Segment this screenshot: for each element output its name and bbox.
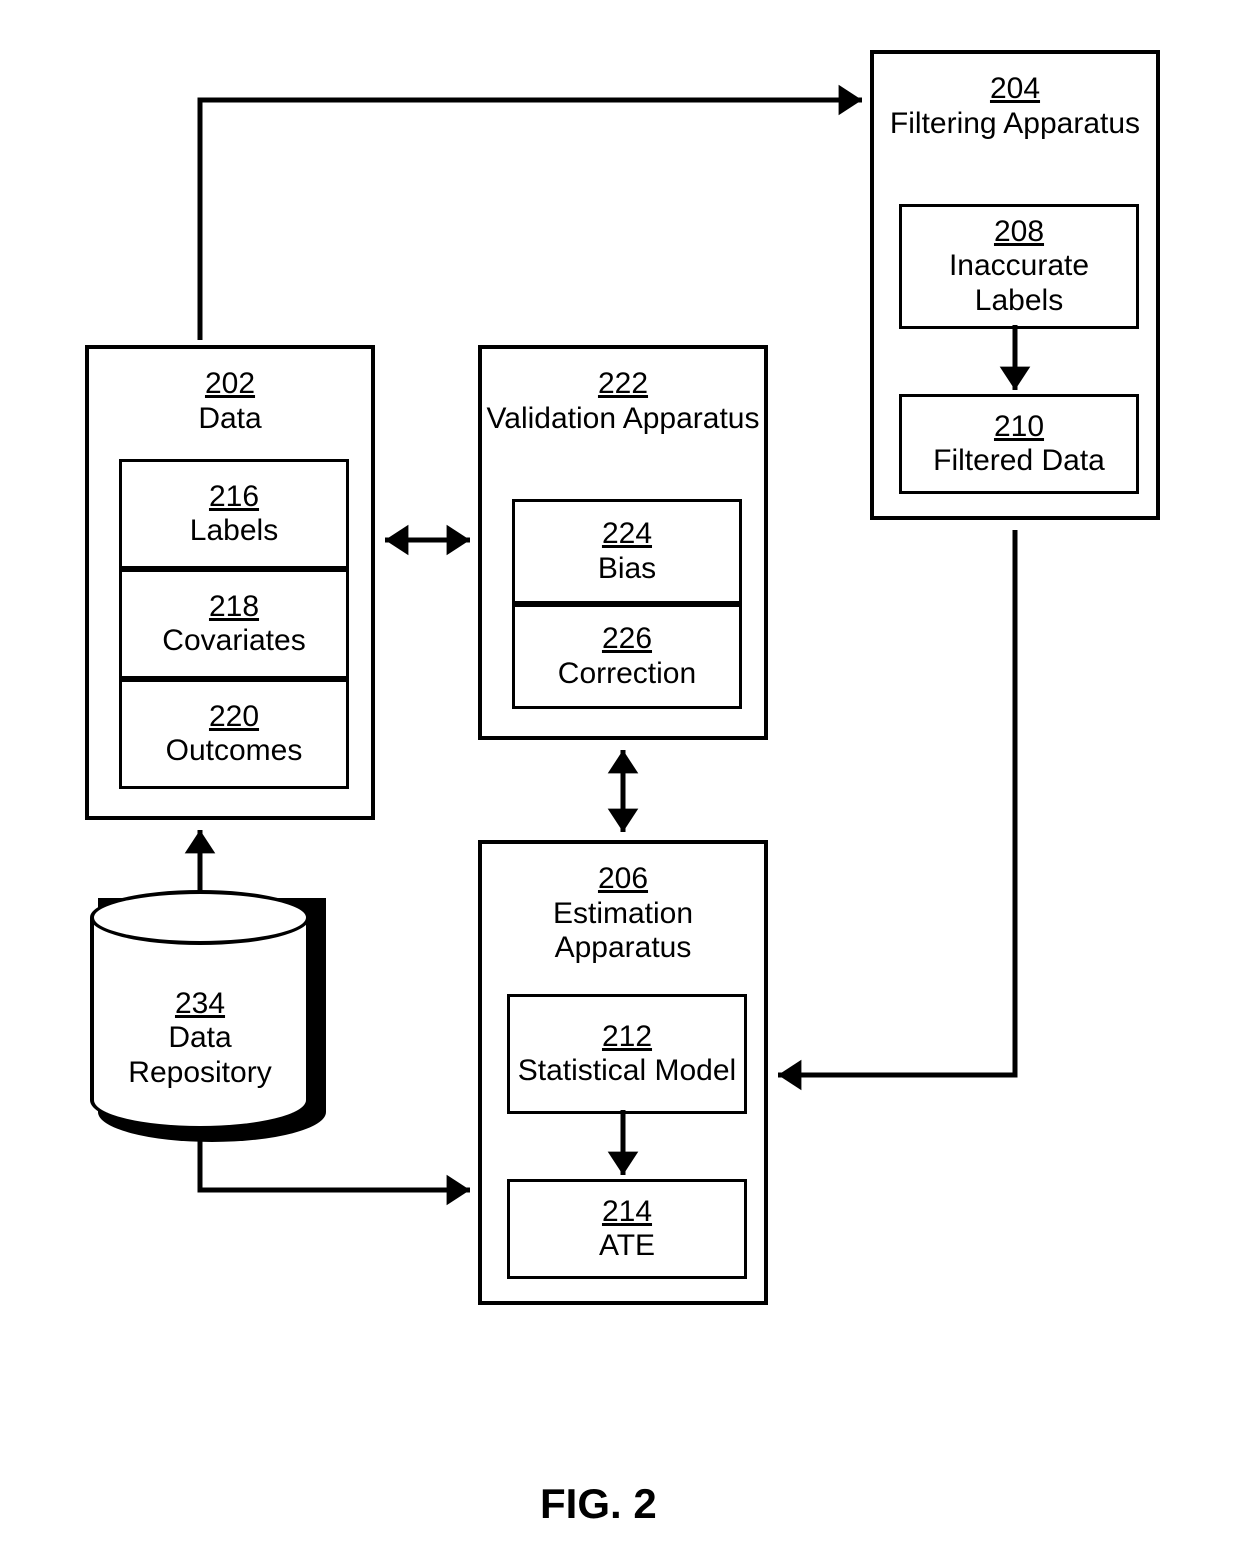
node-ref: 234 bbox=[175, 987, 225, 1022]
ref-number: 222 bbox=[598, 367, 648, 400]
node-header: 204 Filtering Apparatus bbox=[874, 72, 1156, 141]
ref-number: 234 bbox=[175, 987, 225, 1020]
inner-statistical-model: 212Statistical Model bbox=[507, 994, 747, 1114]
ref-number: 218 bbox=[209, 590, 259, 623]
inner-label: Labels bbox=[190, 514, 278, 547]
inner-label: Bias bbox=[598, 552, 656, 585]
node-title: Filtering Apparatus bbox=[890, 107, 1140, 140]
diagram-canvas: 234 Data Repository 202 Data 216Labels 2… bbox=[0, 0, 1240, 1557]
node-header: 202 Data bbox=[89, 367, 371, 436]
inner-correction: 226Correction bbox=[512, 604, 742, 709]
inner-label: Covariates bbox=[162, 624, 305, 657]
ref-number: 202 bbox=[205, 367, 255, 400]
cylinder-body: 234 Data Repository bbox=[90, 918, 310, 1131]
node-title: Estimation Apparatus bbox=[553, 897, 693, 965]
inner-text: 224Bias bbox=[598, 517, 656, 586]
inner-labels: 216Labels bbox=[119, 459, 349, 569]
ref-number: 214 bbox=[602, 1195, 652, 1228]
inner-label: Statistical Model bbox=[518, 1054, 736, 1087]
ref-number: 210 bbox=[994, 410, 1044, 443]
inner-text: 220Outcomes bbox=[166, 700, 303, 769]
node-data: 202 Data 216Labels 218Covariates 220Outc… bbox=[85, 345, 375, 820]
inner-bias: 224Bias bbox=[512, 499, 742, 604]
inner-text: 216Labels bbox=[190, 480, 278, 549]
inner-filtered-data: 210Filtered Data bbox=[899, 394, 1139, 494]
figure-label: FIG. 2 bbox=[540, 1480, 657, 1528]
cylinder-top bbox=[90, 890, 310, 945]
inner-inaccurate-labels: 208Inaccurate Labels bbox=[899, 204, 1139, 329]
inner-covariates: 218Covariates bbox=[119, 569, 349, 679]
node-filtering: 204 Filtering Apparatus 208Inaccurate La… bbox=[870, 50, 1160, 520]
ref-number: 226 bbox=[602, 622, 652, 655]
inner-text: 218Covariates bbox=[162, 590, 305, 659]
inner-label: Filtered Data bbox=[933, 444, 1105, 477]
ref-number: 216 bbox=[209, 480, 259, 513]
inner-label: Outcomes bbox=[166, 734, 303, 767]
ref-number: 204 bbox=[990, 72, 1040, 105]
ref-number: 224 bbox=[602, 517, 652, 550]
ref-number: 208 bbox=[994, 215, 1044, 248]
node-line: Data bbox=[168, 1021, 231, 1056]
ref-number: 220 bbox=[209, 700, 259, 733]
node-data-repository: 234 Data Repository bbox=[90, 890, 310, 1130]
node-validation: 222 Validation Apparatus 224Bias 226Corr… bbox=[478, 345, 768, 740]
node-title: Validation Apparatus bbox=[487, 402, 760, 435]
inner-text: 208Inaccurate Labels bbox=[902, 215, 1136, 319]
ref-number: 212 bbox=[602, 1020, 652, 1053]
inner-label: Correction bbox=[558, 657, 696, 690]
inner-text: 212Statistical Model bbox=[518, 1020, 736, 1089]
node-title: Data bbox=[198, 402, 261, 435]
node-header: 206 Estimation Apparatus bbox=[482, 862, 764, 966]
inner-text: 226Correction bbox=[558, 622, 696, 691]
node-estimation: 206 Estimation Apparatus 212Statistical … bbox=[478, 840, 768, 1305]
inner-label: ATE bbox=[599, 1229, 655, 1262]
inner-label: Inaccurate Labels bbox=[949, 249, 1089, 317]
ref-number: 206 bbox=[598, 862, 648, 895]
inner-text: 214ATE bbox=[599, 1195, 655, 1264]
inner-text: 210Filtered Data bbox=[933, 410, 1105, 479]
inner-ate: 214ATE bbox=[507, 1179, 747, 1279]
node-line: Repository bbox=[128, 1056, 271, 1091]
inner-outcomes: 220Outcomes bbox=[119, 679, 349, 789]
node-header: 222 Validation Apparatus bbox=[482, 367, 764, 436]
